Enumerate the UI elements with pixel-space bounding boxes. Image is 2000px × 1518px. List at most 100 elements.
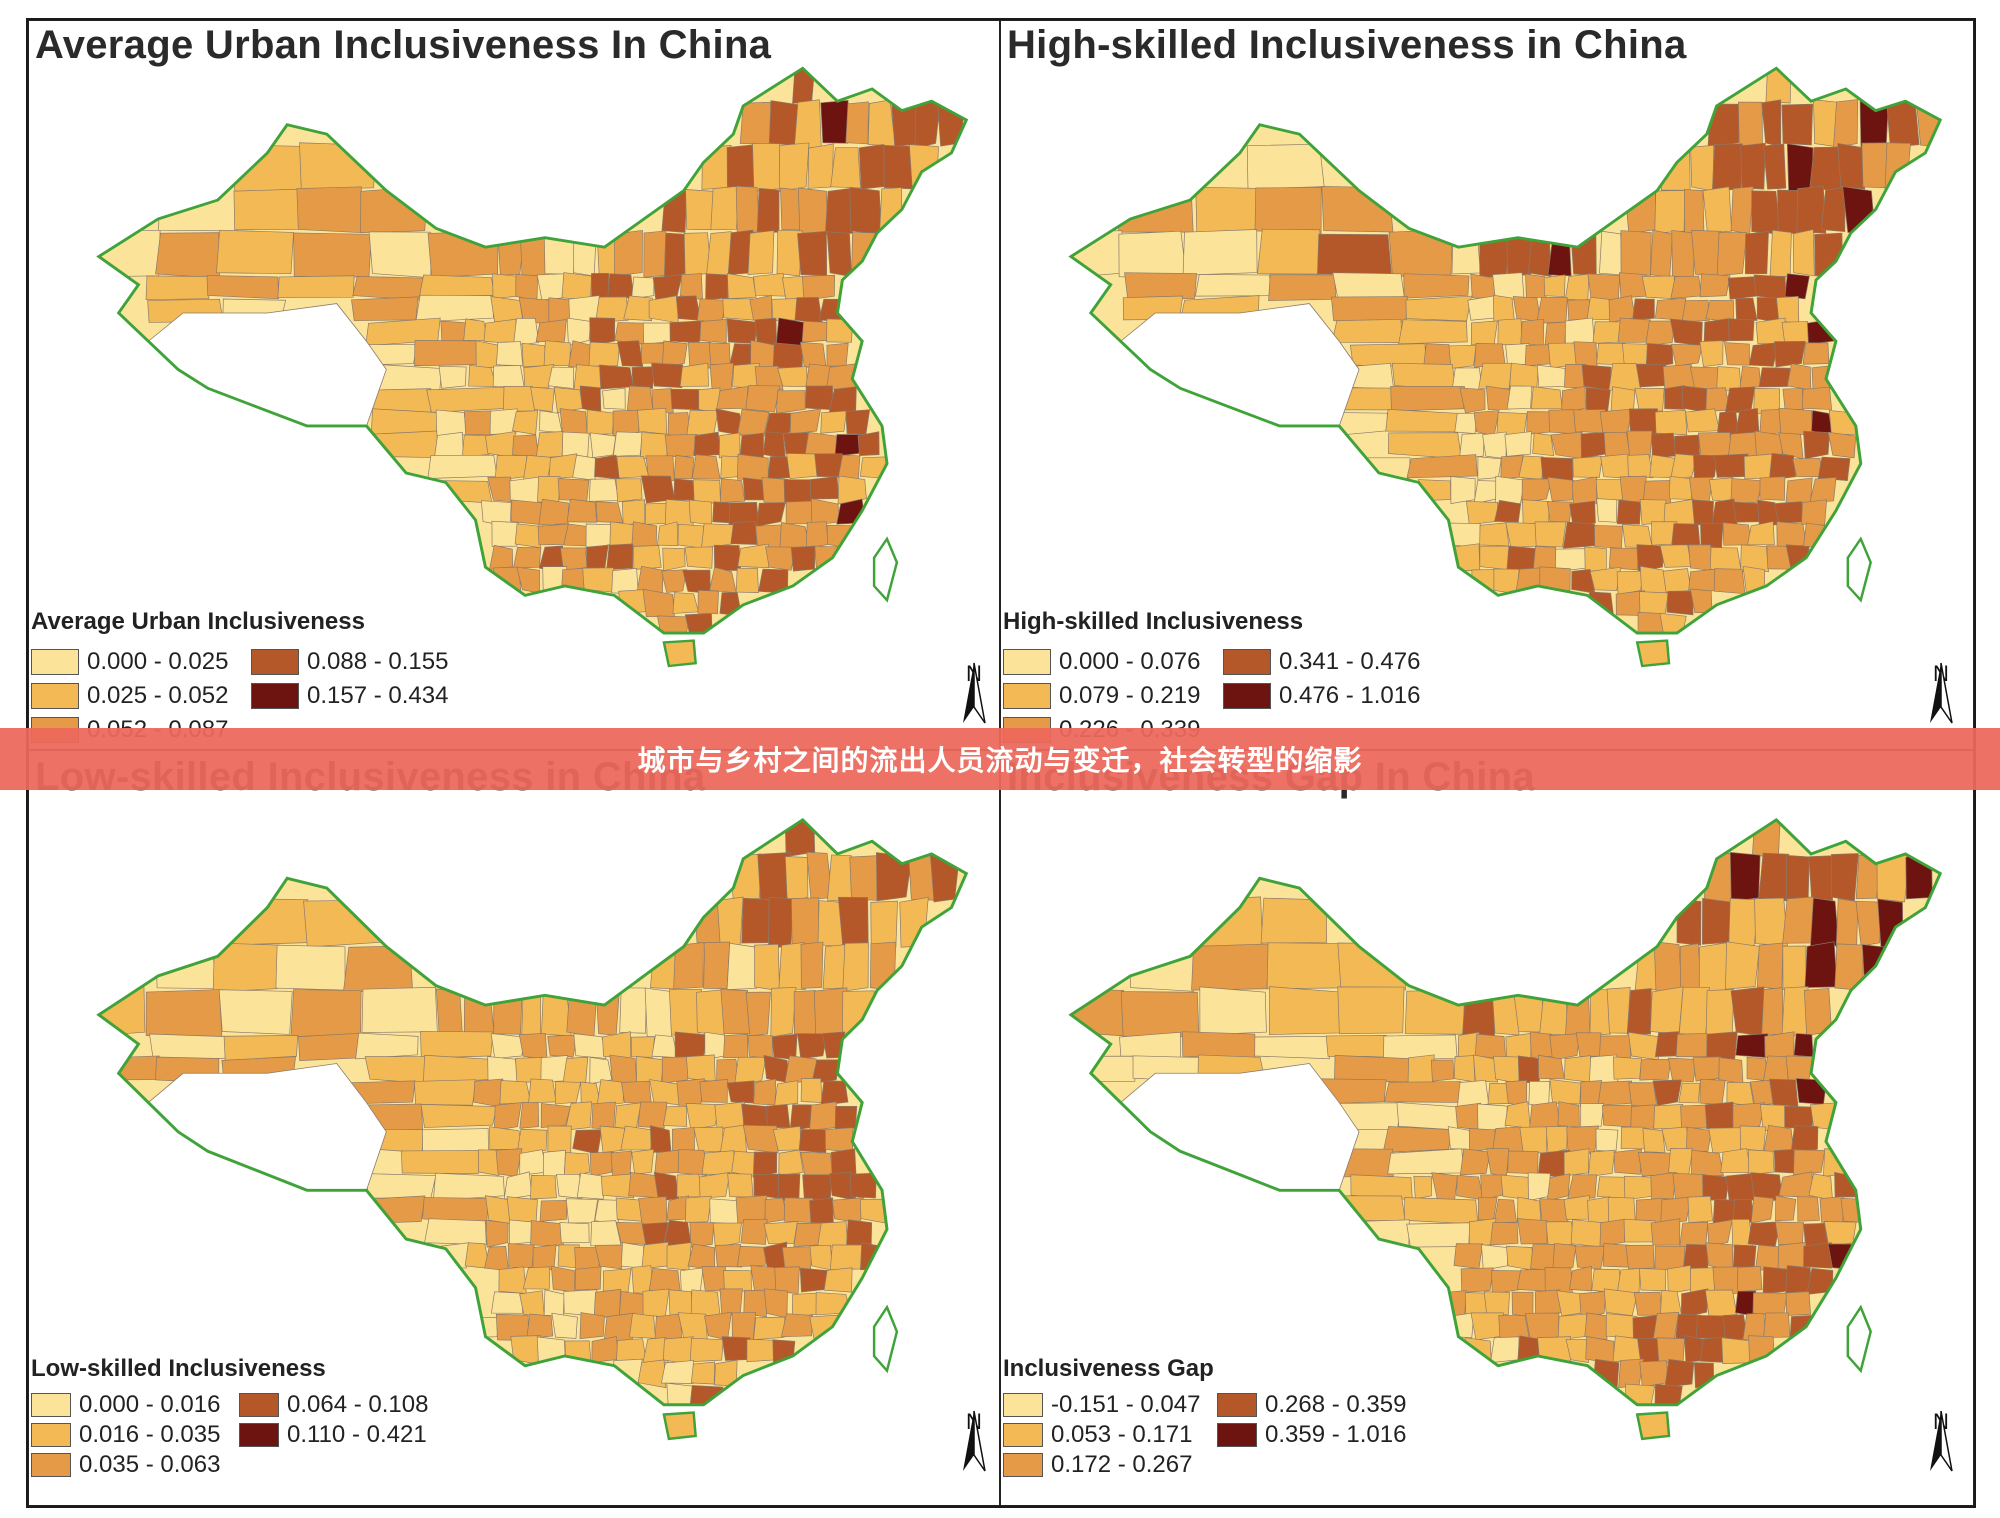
legend-label: 0.035 - 0.063 xyxy=(79,1451,221,1478)
region-cell xyxy=(1493,1198,1517,1224)
legend-swatch xyxy=(1223,649,1271,675)
region-cell xyxy=(420,1031,494,1059)
region-cell xyxy=(1686,1126,1712,1152)
region-cell xyxy=(512,410,539,436)
region-cell xyxy=(1835,898,1859,948)
legend-label: 0.157 - 0.434 xyxy=(307,682,449,709)
region-cell xyxy=(637,1101,668,1129)
region-cell xyxy=(1628,1082,1658,1108)
region-cell xyxy=(1599,1218,1626,1247)
region-cell xyxy=(537,476,561,505)
region-cell xyxy=(1569,1265,1592,1292)
region-cell xyxy=(1653,1104,1684,1130)
region-cell xyxy=(513,547,542,569)
region-cell xyxy=(1750,1195,1774,1224)
region-cell xyxy=(1778,407,1813,436)
region-cell xyxy=(1668,1057,1698,1083)
region-cell xyxy=(1477,456,1502,480)
region-cell xyxy=(1623,1218,1656,1243)
legend-swatch xyxy=(1217,1423,1257,1447)
region-cell xyxy=(1620,230,1652,278)
legend-label: 0.268 - 0.359 xyxy=(1265,1391,1407,1418)
map-legend: Inclusiveness Gap -0.151 - 0.047 0.268 -… xyxy=(1003,1355,1447,1479)
region-cell xyxy=(800,341,827,368)
region-cell xyxy=(1549,1079,1582,1105)
region-cell xyxy=(849,855,880,901)
region-cell xyxy=(1632,298,1655,321)
region-cell xyxy=(1627,454,1654,479)
region-cell xyxy=(535,431,564,459)
region-cell xyxy=(1763,1312,1791,1339)
region-cell xyxy=(1564,317,1595,346)
region-cell xyxy=(1777,189,1800,234)
region-cell xyxy=(691,454,721,480)
legend-swatch xyxy=(31,1423,71,1447)
region-cell xyxy=(1124,272,1198,300)
region-cell xyxy=(768,100,799,147)
region-cell xyxy=(1861,142,1889,189)
region-cell xyxy=(1650,1218,1681,1246)
region-cell xyxy=(749,295,773,323)
region-cell xyxy=(496,341,524,367)
region-cell xyxy=(826,231,852,278)
region-cell xyxy=(1645,343,1674,369)
region-cell xyxy=(849,186,882,235)
legend-label: 0.359 - 1.016 xyxy=(1265,1421,1407,1448)
region-cell xyxy=(698,1171,731,1199)
region-cell xyxy=(491,520,519,547)
region-cell xyxy=(762,431,786,459)
region-cell xyxy=(1334,1054,1413,1083)
region-cell xyxy=(756,502,786,527)
region-cell xyxy=(485,1219,509,1248)
region-cell xyxy=(1692,1056,1722,1082)
region-cell xyxy=(1730,986,1765,1037)
region-cell xyxy=(1756,942,1784,990)
region-cell xyxy=(1625,1244,1655,1270)
region-cell xyxy=(1613,1148,1642,1175)
region-cell xyxy=(662,1105,688,1127)
region-cell xyxy=(1751,190,1781,235)
region-cell xyxy=(485,1195,511,1225)
caption-banner: 城市与乡村之间的流出人员流动与变迁，社会转型的缩影 xyxy=(0,728,2000,790)
region-cell xyxy=(1712,1199,1736,1224)
region-cell xyxy=(1547,232,1572,277)
region-cell xyxy=(1477,1197,1498,1221)
region-cell xyxy=(778,1149,804,1176)
region-cell xyxy=(1803,430,1830,460)
region-cell xyxy=(1664,385,1686,410)
island-taiwan xyxy=(872,1304,899,1374)
region-cell xyxy=(1537,1054,1565,1080)
region-cell xyxy=(293,232,372,278)
legend-label: 0.064 - 0.108 xyxy=(287,1391,429,1418)
north-arrow: N xyxy=(954,1409,994,1472)
region-cell xyxy=(1545,1125,1568,1155)
region-cell xyxy=(1587,1196,1611,1225)
region-cell xyxy=(797,1033,828,1060)
china-choropleth-map xyxy=(1068,66,1943,668)
region-cell xyxy=(1547,476,1575,502)
region-cell xyxy=(596,1079,625,1107)
region-cell xyxy=(364,1173,437,1199)
legend-swatch xyxy=(31,683,79,709)
region-cell xyxy=(800,941,824,989)
region-cell xyxy=(704,1311,732,1341)
region-cell xyxy=(719,1124,748,1155)
region-cell xyxy=(1803,1242,1833,1269)
legend-label: -0.151 - 0.047 xyxy=(1051,1391,1201,1418)
region-cell xyxy=(1732,1102,1766,1131)
region-cell xyxy=(829,1244,866,1271)
region-cell xyxy=(1728,318,1755,341)
region-cell xyxy=(1584,1312,1608,1341)
region-cell xyxy=(543,340,571,366)
region-cell xyxy=(1652,1079,1682,1106)
region-cell xyxy=(1700,1336,1725,1363)
region-cell xyxy=(1331,319,1403,343)
legend-item: 0.000 - 0.016 xyxy=(31,1391,239,1419)
region-cell xyxy=(679,362,709,387)
region-cell xyxy=(1684,189,1705,234)
region-cell xyxy=(937,101,965,147)
legend-item: 0.035 - 0.063 xyxy=(31,1451,239,1479)
region-cell xyxy=(1680,1288,1709,1319)
region-cell xyxy=(575,1266,602,1291)
region-cell xyxy=(741,1103,769,1127)
